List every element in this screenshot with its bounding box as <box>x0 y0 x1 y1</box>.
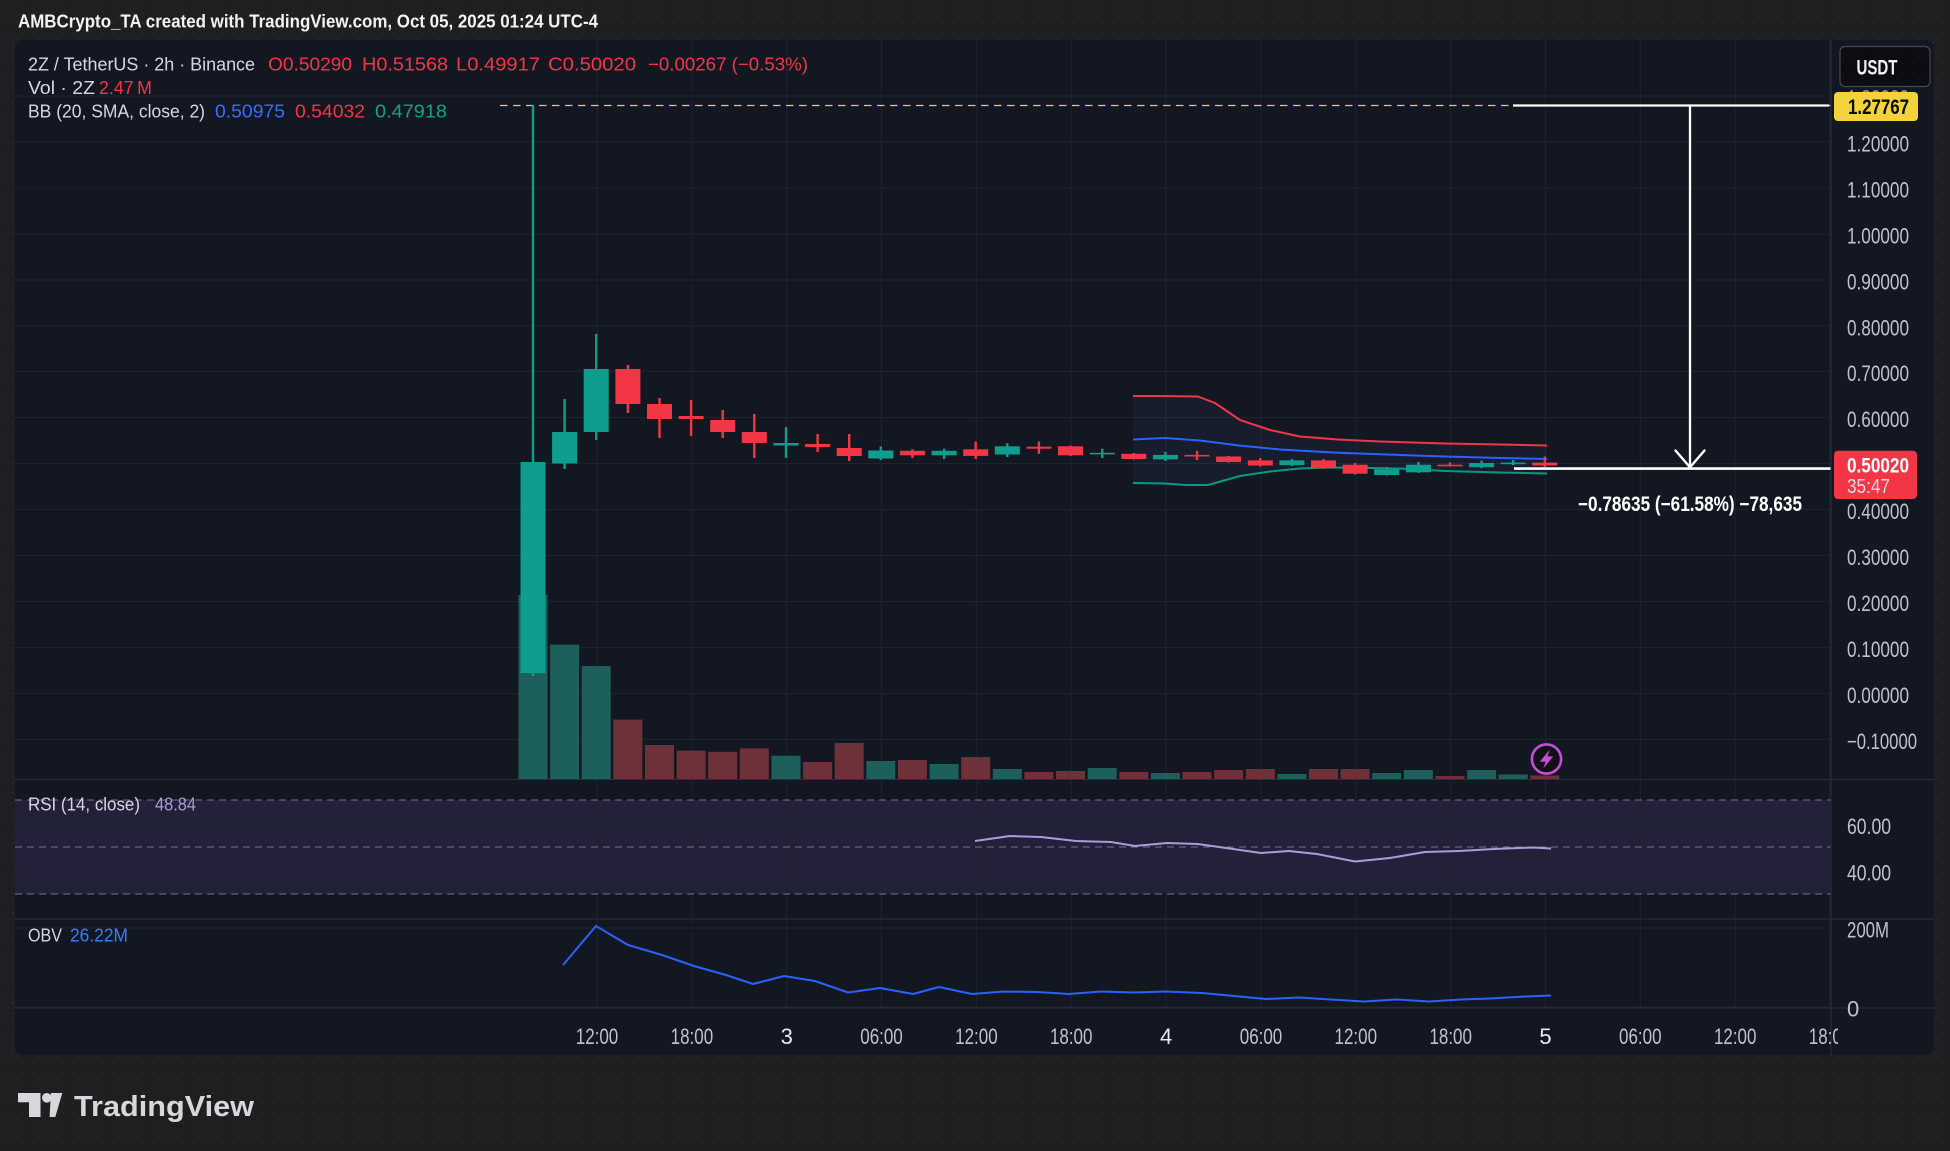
svg-text:06:00: 06:00 <box>1240 1024 1283 1049</box>
svg-text:18:00: 18:00 <box>1809 1024 1852 1049</box>
svg-text:USDT: USDT <box>1857 57 1898 80</box>
svg-text:0: 0 <box>1847 996 1859 1021</box>
svg-text:4: 4 <box>1160 1024 1172 1049</box>
svg-text:18:00: 18:00 <box>1429 1024 1472 1049</box>
svg-text:48.84: 48.84 <box>155 794 196 815</box>
svg-text:1.20000: 1.20000 <box>1847 131 1909 156</box>
svg-text:0.90000: 0.90000 <box>1847 269 1909 294</box>
svg-text:5: 5 <box>1539 1024 1551 1049</box>
svg-text:26.22M: 26.22M <box>70 925 128 946</box>
svg-text:−0.10000: −0.10000 <box>1847 729 1917 754</box>
svg-text:40.00: 40.00 <box>1847 860 1891 885</box>
svg-text:0.50020: 0.50020 <box>1847 455 1909 478</box>
svg-text:0.80000: 0.80000 <box>1847 315 1909 340</box>
svg-text:0.50975: 0.50975 <box>215 101 285 122</box>
svg-text:C0.50020: C0.50020 <box>548 54 636 75</box>
svg-text:−0.00267 (−0.53%): −0.00267 (−0.53%) <box>648 54 808 75</box>
svg-text:0.00000: 0.00000 <box>1847 683 1909 708</box>
svg-text:2Z / TetherUS · 2h · Binance: 2Z / TetherUS · 2h · Binance <box>28 54 255 75</box>
svg-text:0.40000: 0.40000 <box>1847 499 1909 524</box>
svg-text:−0.78635 (−61.58%) −78,635: −0.78635 (−61.58%) −78,635 <box>1578 493 1802 516</box>
svg-text:Vol · 2Z: Vol · 2Z <box>28 77 95 98</box>
svg-text:L0.49917: L0.49917 <box>456 54 540 75</box>
svg-text:12:00: 12:00 <box>955 1024 998 1049</box>
svg-text:0.30000: 0.30000 <box>1847 545 1909 570</box>
svg-text:RSI (14, close): RSI (14, close) <box>28 794 140 815</box>
svg-text:0.10000: 0.10000 <box>1847 637 1909 662</box>
svg-text:60.00: 60.00 <box>1847 814 1891 839</box>
svg-text:TradingView: TradingView <box>74 1091 254 1123</box>
svg-text:06:00: 06:00 <box>860 1024 903 1049</box>
svg-text:06:00: 06:00 <box>1619 1024 1662 1049</box>
svg-text:0.70000: 0.70000 <box>1847 361 1909 386</box>
svg-text:1.10000: 1.10000 <box>1847 177 1909 202</box>
svg-text:35:47: 35:47 <box>1847 476 1890 498</box>
svg-text:0.20000: 0.20000 <box>1847 591 1909 616</box>
svg-text:0.47918: 0.47918 <box>375 101 447 122</box>
svg-text:200M: 200M <box>1847 917 1889 942</box>
svg-text:12:00: 12:00 <box>1714 1024 1757 1049</box>
svg-text:OBV: OBV <box>28 925 63 946</box>
svg-text:1.27767: 1.27767 <box>1848 95 1909 119</box>
svg-text:1.00000: 1.00000 <box>1847 223 1909 248</box>
svg-text:0.60000: 0.60000 <box>1847 407 1909 432</box>
svg-text:18:00: 18:00 <box>1050 1024 1093 1049</box>
svg-text:3: 3 <box>781 1024 793 1049</box>
svg-text:O0.50290: O0.50290 <box>268 54 352 75</box>
svg-text:2.47 M: 2.47 M <box>99 77 152 98</box>
svg-text:BB (20, SMA, close, 2): BB (20, SMA, close, 2) <box>28 101 205 122</box>
svg-text:H0.51568: H0.51568 <box>362 54 448 75</box>
svg-text:0.54032: 0.54032 <box>295 101 365 122</box>
svg-text:12:00: 12:00 <box>576 1024 619 1049</box>
svg-text:18:00: 18:00 <box>671 1024 714 1049</box>
svg-text:AMBCrypto_TA created with Trad: AMBCrypto_TA created with TradingView.co… <box>18 12 598 32</box>
svg-text:12:00: 12:00 <box>1335 1024 1378 1049</box>
